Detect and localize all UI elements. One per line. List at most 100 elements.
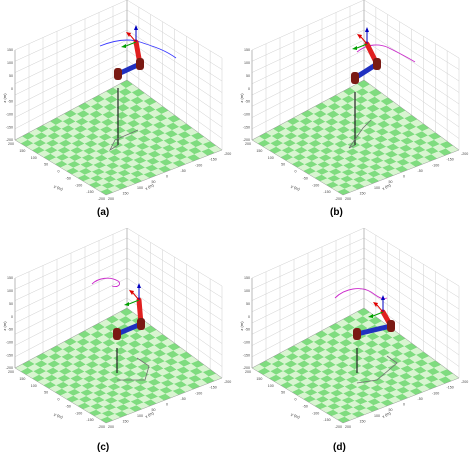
x-tick-label: 0 bbox=[166, 175, 168, 179]
checker-floor bbox=[15, 80, 222, 195]
frame-y-axis bbox=[372, 311, 384, 317]
y-tick-label: -150 bbox=[86, 418, 93, 422]
y-tick-label: 0 bbox=[295, 170, 297, 174]
plot-3d: 150100500-50-100-150-200200150100500-50-… bbox=[2, 0, 231, 201]
grid-lines bbox=[14, 0, 223, 151]
base-joint bbox=[351, 72, 359, 84]
y-tick-label: -200 bbox=[335, 425, 342, 429]
plot-3d: 150100500-50-100-150-200200150100500-50-… bbox=[239, 228, 468, 429]
frame-y-arrow bbox=[121, 44, 126, 48]
x-tick-label: -150 bbox=[210, 386, 217, 390]
x-tick-label: 100 bbox=[374, 186, 380, 190]
y-tick-label: 0 bbox=[58, 170, 60, 174]
z-tick-label: -50 bbox=[245, 328, 250, 332]
x-tick-label: -150 bbox=[447, 386, 454, 390]
x-tick-label: 200 bbox=[108, 425, 114, 429]
panel-a: 150 100 50 0 -50 -100 -150 -200 200 150 100 50 0 -50-… bbox=[0, 0, 237, 228]
frame-z-arrow bbox=[381, 295, 385, 300]
x-tick-label: -50 bbox=[181, 169, 186, 173]
z-axis-label: z (m) bbox=[239, 93, 244, 103]
y-tick-label: 100 bbox=[31, 156, 37, 160]
y-tick-label: 50 bbox=[281, 391, 285, 395]
frame-y-axis bbox=[125, 41, 137, 47]
base-joint bbox=[353, 328, 361, 340]
y-tick-label: -100 bbox=[75, 411, 82, 415]
plot-3d: 150100500-50-100-150-200200150100500-50-… bbox=[2, 228, 231, 429]
x-tick-label: 50 bbox=[152, 180, 156, 184]
y-tick-label: -50 bbox=[303, 176, 308, 180]
z-tick-label: -150 bbox=[6, 125, 13, 129]
x-axis-label: x (m) bbox=[381, 182, 392, 191]
robot-arm bbox=[353, 309, 395, 340]
x-tick-label: 200 bbox=[345, 197, 351, 201]
z-tick-label: -50 bbox=[245, 100, 250, 104]
z-tick-label: 100 bbox=[7, 61, 13, 65]
z-tick-label: 100 bbox=[244, 61, 250, 65]
plot-3d: 150100500-50-100-150-200200150100500-50-… bbox=[239, 0, 468, 201]
z-axis-label: z (m) bbox=[239, 321, 244, 331]
ground-projection bbox=[348, 119, 372, 149]
x-tick-label: -100 bbox=[195, 391, 202, 395]
elbow-joint bbox=[137, 318, 145, 330]
x-tick-label: 200 bbox=[108, 197, 114, 201]
y-tick-label: 200 bbox=[8, 142, 14, 146]
z-tick-label: -150 bbox=[6, 353, 13, 357]
y-tick-label: 200 bbox=[8, 370, 14, 374]
z-tick-label: 150 bbox=[244, 276, 250, 280]
z-tick-label: -100 bbox=[6, 112, 13, 116]
y-tick-label: -100 bbox=[75, 183, 82, 187]
ground-projection bbox=[109, 129, 139, 152]
x-tick-label: 100 bbox=[374, 414, 380, 418]
frame-y-arrow bbox=[368, 314, 373, 318]
z-tick-label: 100 bbox=[7, 289, 13, 293]
y-tick-label: 50 bbox=[281, 163, 285, 167]
y-tick-label: 150 bbox=[19, 149, 25, 153]
frame-x-axis bbox=[132, 292, 140, 301]
z-tick-label: -50 bbox=[8, 328, 13, 332]
end-effector-frame bbox=[368, 295, 385, 318]
z-tick-label: 0 bbox=[248, 315, 250, 319]
z-tick-label: -100 bbox=[243, 112, 250, 116]
y-tick-label: 100 bbox=[268, 384, 274, 388]
frame-x-axis bbox=[129, 34, 137, 43]
z-tick-label: 0 bbox=[11, 315, 13, 319]
x-tick-label: -100 bbox=[432, 391, 439, 395]
z-tick-label: 50 bbox=[9, 74, 13, 78]
panel-d: 150 100 50 0 -50 -100 -150 -200 200 150 100 50 0 -50-… bbox=[237, 228, 474, 456]
x-tick-label: 50 bbox=[389, 180, 393, 184]
y-tick-label: -50 bbox=[66, 404, 71, 408]
panel-label: (c) bbox=[97, 442, 110, 453]
z-tick-label: -150 bbox=[243, 353, 250, 357]
x-tick-label: -200 bbox=[224, 380, 231, 384]
x-tick-label: -100 bbox=[432, 163, 439, 167]
y-tick-label: 150 bbox=[256, 149, 262, 153]
z-tick-label: 0 bbox=[248, 87, 250, 91]
y-tick-label: 0 bbox=[58, 398, 60, 402]
y-tick-label: 150 bbox=[19, 377, 25, 381]
y-tick-label: -150 bbox=[323, 418, 330, 422]
frame-y-arrow bbox=[352, 46, 357, 50]
x-tick-label: -100 bbox=[195, 163, 202, 167]
elbow-joint bbox=[387, 320, 395, 332]
y-tick-label: -150 bbox=[86, 190, 93, 194]
x-tick-label: 0 bbox=[166, 403, 168, 407]
z-tick-label: -100 bbox=[6, 340, 13, 344]
checker-floor bbox=[15, 308, 222, 423]
z-tick-label: 150 bbox=[7, 276, 13, 280]
y-axis-label: y (m) bbox=[290, 183, 301, 192]
x-axis-label: x (m) bbox=[381, 410, 392, 419]
y-tick-label: -150 bbox=[323, 190, 330, 194]
y-axis-label: y (m) bbox=[290, 411, 301, 420]
y-tick-label: 50 bbox=[44, 391, 48, 395]
x-axis-label: x (m) bbox=[144, 182, 155, 191]
y-tick-label: -100 bbox=[312, 411, 319, 415]
panel-c: 150 100 50 0 -50 -100 -150 -200 200 150 100 50 0 -50-… bbox=[0, 228, 237, 456]
end-effector-frame bbox=[352, 27, 369, 50]
y-tick-label: -200 bbox=[98, 197, 105, 201]
z-tick-label: 50 bbox=[9, 302, 13, 306]
frame-y-axis bbox=[356, 43, 368, 49]
x-tick-label: 100 bbox=[137, 414, 143, 418]
x-tick-label: 100 bbox=[137, 186, 143, 190]
base-joint bbox=[113, 328, 121, 340]
z-tick-label: 100 bbox=[244, 289, 250, 293]
